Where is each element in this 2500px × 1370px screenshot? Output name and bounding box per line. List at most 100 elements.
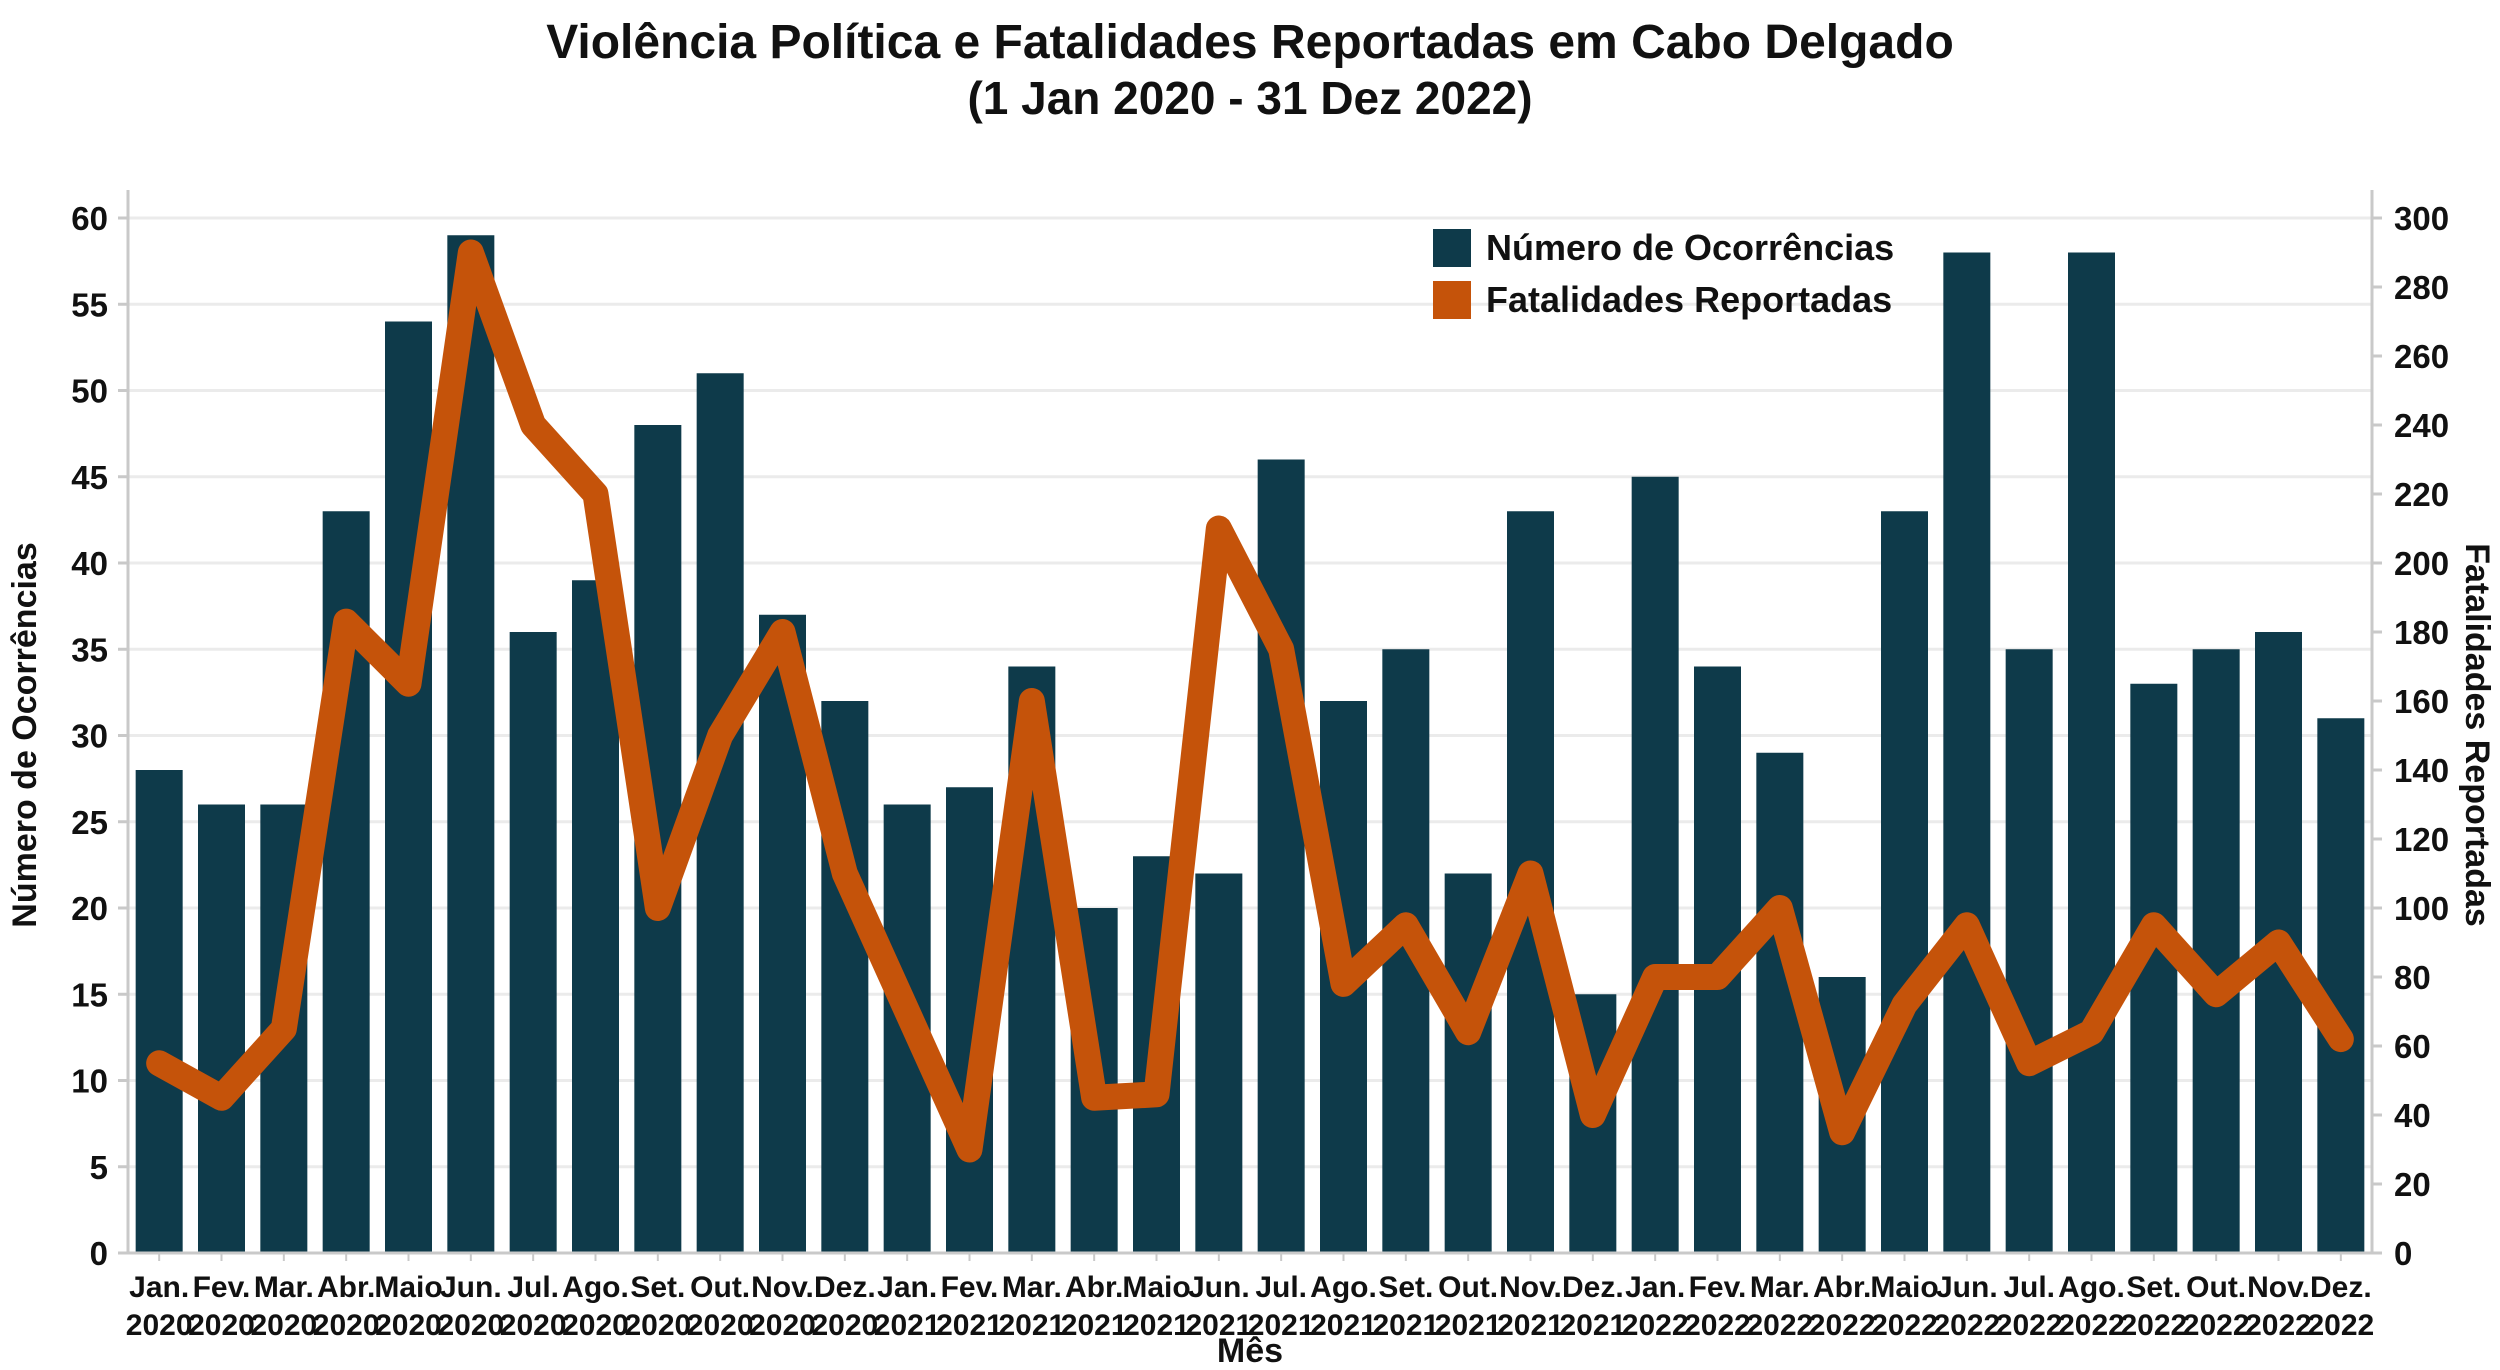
right-tick-label: 300 (2394, 200, 2449, 237)
x-tick-year: 2022 (1996, 1309, 2063, 1342)
right-tick-label: 160 (2394, 683, 2449, 720)
right-tick-label: 40 (2394, 1097, 2431, 1134)
left-tick-label: 60 (71, 200, 108, 237)
x-tick-year: 2022 (2245, 1309, 2312, 1342)
x-tick-month: Jul. (1255, 1271, 1307, 1304)
x-tick-year: 2021 (1497, 1309, 1564, 1342)
x-tick-year: 2022 (2120, 1309, 2187, 1342)
occurrences-bars (135, 235, 2365, 1253)
x-tick-month: Jan. (1625, 1271, 1685, 1304)
x-tick-year: 2021 (874, 1309, 941, 1342)
left-tick-label: 50 (71, 373, 108, 410)
x-tick-month: Dez. (1562, 1271, 1624, 1304)
right-tick-label: 100 (2394, 890, 2449, 927)
x-tick-month: Abr. (1065, 1271, 1123, 1304)
left-tick-label: 10 (71, 1063, 108, 1100)
left-axis-title: Número de Ocorrências (6, 542, 44, 927)
bar-jun-2022 (1943, 252, 1991, 1253)
chart-title: Violência Política e Fatalidades Reporta… (546, 16, 1954, 69)
x-tick-year: 2021 (1435, 1309, 1502, 1342)
x-tick-month: Jul. (507, 1271, 559, 1304)
bar-jun-2021 (1195, 873, 1243, 1253)
bar-jul-2020 (509, 632, 557, 1253)
bar-maio-2020 (385, 321, 432, 1253)
chart-subtitle: (1 Jan 2020 - 31 Dez 2022) (967, 72, 1532, 124)
x-tick-month: Maio (374, 1271, 442, 1304)
right-tick-label: 140 (2394, 752, 2449, 789)
left-tick-label: 55 (71, 286, 108, 323)
x-tick-month: Mar. (1002, 1271, 1062, 1304)
x-tick-month: Jan. (129, 1271, 189, 1304)
left-tick-label: 0 (90, 1235, 108, 1272)
x-tick-month: Jul. (2003, 1271, 2055, 1304)
bar-jul-2021 (1257, 459, 1305, 1253)
bar-out-2022 (2192, 649, 2240, 1253)
x-tick-year: 2021 (1372, 1309, 1439, 1342)
x-tick-year: 2020 (562, 1309, 629, 1342)
x-tick-month: Maio (1870, 1271, 1938, 1304)
x-tick-month: Abr. (317, 1271, 375, 1304)
x-tick-year: 2020 (624, 1309, 691, 1342)
x-tick-year: 2021 (998, 1309, 1065, 1342)
x-tick-month: Set. (2126, 1271, 2181, 1304)
x-tick-month: Jun. (1936, 1271, 1998, 1304)
x-tick-month: Ago. (562, 1271, 629, 1304)
right-tick-label: 260 (2394, 338, 2449, 375)
bar-jan-2022 (1631, 476, 1679, 1253)
x-tick-year: 2021 (1061, 1309, 1128, 1342)
left-tick-label: 20 (71, 890, 108, 927)
legend-swatch-occurrences (1433, 229, 1471, 267)
x-tick-month: Jun. (440, 1271, 502, 1304)
x-tick-month: Nov. (751, 1271, 814, 1304)
x-tick-month: Fev. (941, 1271, 999, 1304)
x-tick-year: 2021 (1123, 1309, 1190, 1342)
x-tick-month: Jun. (1188, 1271, 1250, 1304)
x-tick-month: Fev. (1689, 1271, 1747, 1304)
right-tick-label: 240 (2394, 407, 2449, 444)
right-tick-label: 220 (2394, 476, 2449, 513)
left-tick-label: 25 (71, 804, 108, 841)
legend: Número de Ocorrências Fatalidades Report… (1433, 227, 1894, 320)
x-tick-year: 2020 (437, 1309, 504, 1342)
right-tick-label: 120 (2394, 821, 2449, 858)
x-tick-year: 2020 (687, 1309, 754, 1342)
x-tick-year: 2022 (1622, 1309, 1689, 1342)
x-axis-title: Mês (1217, 1332, 1283, 1370)
right-axis-title: Fatalidades Reportadas (2458, 543, 2496, 927)
bar-dez-2022 (2317, 718, 2365, 1253)
x-tick-year: 2022 (1684, 1309, 1751, 1342)
right-tick-label: 180 (2394, 614, 2449, 651)
fatalities-line (146, 239, 2354, 1163)
x-tick-year: 2020 (500, 1309, 567, 1342)
x-tick-month: Dez. (2310, 1271, 2372, 1304)
x-tick-year: 2021 (936, 1309, 1003, 1342)
left-tick-label: 5 (90, 1149, 108, 1186)
x-tick-month: Out. (2186, 1271, 2246, 1304)
legend-label-occurrences: Número de Ocorrências (1486, 227, 1894, 268)
axes: 0 5 10 15 20 25 30 35 40 45 50 55 60 0 20 40 60 80 100 120 1… (71, 190, 2449, 1342)
x-tick-year: 2020 (250, 1309, 317, 1342)
left-tick-label: 45 (71, 459, 108, 496)
legend-label-fatalities: Fatalidades Reportadas (1486, 279, 1892, 320)
x-tick-year: 2020 (313, 1309, 380, 1342)
x-tick-month: Set. (1378, 1271, 1433, 1304)
x-tick-year: 2022 (1871, 1309, 1938, 1342)
x-tick-month: Mar. (1750, 1271, 1810, 1304)
x-tick-year: 2022 (2058, 1309, 2125, 1342)
x-tick-year: 2021 (1310, 1309, 1377, 1342)
x-tick-month: Out. (690, 1271, 750, 1304)
x-tick-month: Ago. (2058, 1271, 2125, 1304)
x-tick-month: Ago. (1310, 1271, 1377, 1304)
x-tick-month: Abr. (1813, 1271, 1871, 1304)
x-tick-year: 2020 (188, 1309, 255, 1342)
right-tick-label: 80 (2394, 959, 2431, 996)
right-tick-label: 200 (2394, 545, 2449, 582)
x-tick-month: Nov. (2247, 1271, 2310, 1304)
x-tick-month: Maio (1122, 1271, 1190, 1304)
x-tick-year: 2020 (749, 1309, 816, 1342)
left-tick-label: 15 (71, 976, 108, 1013)
x-tick-month: Nov. (1499, 1271, 1562, 1304)
bar-ago-2020 (572, 580, 619, 1253)
x-tick-year: 2022 (1933, 1309, 2000, 1342)
